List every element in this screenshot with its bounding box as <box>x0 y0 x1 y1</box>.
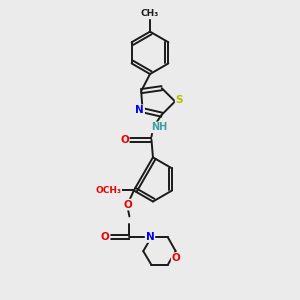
Text: OCH₃: OCH₃ <box>95 186 121 195</box>
Text: CH₃: CH₃ <box>141 10 159 19</box>
Text: O: O <box>120 135 129 145</box>
Text: N: N <box>146 232 154 242</box>
Text: NH: NH <box>151 122 167 132</box>
Text: O: O <box>124 200 132 210</box>
Text: S: S <box>176 95 183 105</box>
Text: O: O <box>101 232 110 242</box>
Text: N: N <box>135 105 144 115</box>
Text: O: O <box>172 253 180 263</box>
